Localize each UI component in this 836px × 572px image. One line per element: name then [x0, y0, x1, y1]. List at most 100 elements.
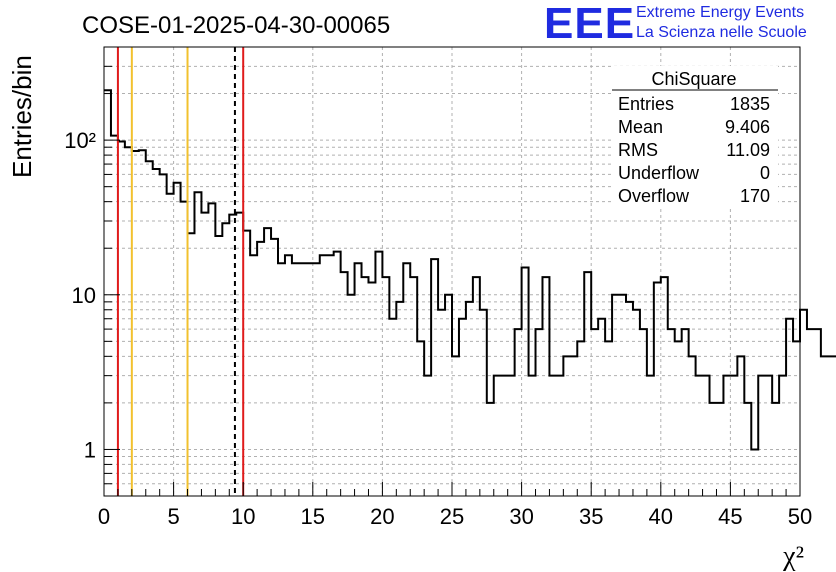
x-tick-label: 10 [231, 504, 255, 529]
histogram-bin [167, 194, 174, 496]
histogram-bin [577, 341, 584, 496]
y-tick-label: 1 [84, 437, 96, 462]
histogram-bin [355, 263, 362, 496]
stats-box: ChiSquare Entries 1835 Mean 9.406 RMS 11.09 Un… [612, 66, 778, 208]
histogram-bin [208, 203, 215, 496]
histogram-bin [466, 302, 473, 496]
histogram-bin [396, 302, 403, 496]
histogram-bin [536, 329, 543, 496]
stats-label: Mean [618, 117, 663, 137]
histogram-bin [403, 263, 410, 496]
histogram-bin [181, 202, 188, 496]
axis-ticks [103, 46, 801, 497]
x-tick-label: 5 [167, 504, 179, 529]
histogram-bin [814, 329, 821, 496]
reference-lines [116, 47, 245, 496]
stats-label: Underflow [618, 163, 700, 183]
histogram-bin [236, 213, 243, 496]
histogram-bin [800, 310, 807, 496]
x-axis-label: χ² [782, 541, 804, 572]
x-tick-label: 25 [440, 504, 464, 529]
histogram-bin [334, 252, 341, 496]
stats-title: ChiSquare [651, 69, 736, 89]
histogram-bin [132, 151, 139, 496]
histogram-outline [104, 89, 836, 451]
histogram-bin [292, 263, 299, 496]
histogram-bin [821, 356, 828, 496]
histogram-bin [257, 242, 264, 496]
histogram-bin [104, 90, 111, 496]
x-tick-label: 45 [718, 504, 742, 529]
tick-labels: 0 5 10 15 20 25 30 35 40 45 50 1 10 10² [64, 128, 812, 529]
eee-tagline-2: La Scienza nelle Scuole [636, 24, 807, 41]
histogram-bin [765, 376, 772, 496]
histogram-bin [417, 341, 424, 496]
histogram-bin [758, 376, 765, 496]
x-tick-label: 0 [98, 504, 110, 529]
x-tick-label: 30 [509, 504, 533, 529]
stats-value: 1835 [730, 94, 770, 114]
histogram-bin [264, 228, 271, 496]
x-tick-label: 35 [579, 504, 603, 529]
y-tick-label: 10 [72, 283, 96, 308]
stats-value: 9.406 [725, 117, 770, 137]
histogram-bin [201, 213, 208, 496]
eee-tagline-1: Extreme Energy Events [636, 4, 805, 21]
histogram-bin [779, 376, 786, 496]
histogram-bin [696, 376, 703, 496]
histogram-bin [584, 272, 591, 496]
x-tick-label: 15 [301, 504, 325, 529]
stats-value: 170 [740, 186, 770, 206]
histogram-bin [494, 376, 501, 496]
x-tick-label: 20 [370, 504, 394, 529]
histogram-bin [389, 319, 396, 496]
histogram-bin [689, 356, 696, 496]
histogram-bin [222, 223, 229, 496]
histogram-bin [424, 376, 431, 496]
histogram-bin [723, 376, 730, 496]
histogram-bin [591, 329, 598, 496]
histogram [104, 89, 836, 496]
stats-label: RMS [618, 140, 658, 160]
histogram-bin [299, 263, 306, 496]
histogram-bin [501, 376, 508, 496]
histogram-bin [675, 341, 682, 496]
histogram-bin [807, 329, 814, 496]
y-tick-label: 10² [64, 128, 96, 153]
y-axis-label: Entries/bin [7, 55, 37, 178]
stats-rows: Entries 1835 Mean 9.406 RMS 11.09 Underflow 0 Ov… [618, 94, 770, 206]
histogram-bin [515, 329, 522, 496]
histogram-bin [570, 356, 577, 496]
histogram-bin [278, 263, 285, 496]
histogram-bin [306, 263, 313, 496]
histogram-bin [549, 376, 556, 496]
histogram-bin [459, 319, 466, 496]
histogram-bin [682, 329, 689, 496]
histogram-bin [598, 319, 605, 496]
stats-value: 11.09 [726, 140, 770, 160]
histogram-bin [730, 376, 737, 496]
histogram-bin [605, 341, 612, 496]
histogram-bin [452, 356, 459, 496]
histogram-bin [556, 376, 563, 496]
histogram-bin [341, 272, 348, 496]
histogram-bin [563, 356, 570, 496]
histogram-bin [640, 329, 647, 496]
histogram-bin [737, 356, 744, 496]
x-tick-label: 50 [788, 504, 812, 529]
histogram-bin [828, 356, 835, 496]
stats-label: Overflow [618, 186, 690, 206]
histogram-bin [786, 319, 793, 496]
histogram-bin [153, 169, 160, 496]
histogram-bin [160, 174, 167, 496]
histogram-bin [647, 376, 654, 496]
histogram-bin [125, 147, 132, 496]
histogram-bin [271, 239, 278, 496]
stats-value: 0 [760, 163, 770, 183]
histogram-bin [445, 295, 452, 496]
histogram-bin [508, 376, 515, 496]
eee-logo: EEE [544, 0, 636, 48]
histogram-bin [619, 295, 626, 496]
histogram-bin [194, 192, 201, 496]
